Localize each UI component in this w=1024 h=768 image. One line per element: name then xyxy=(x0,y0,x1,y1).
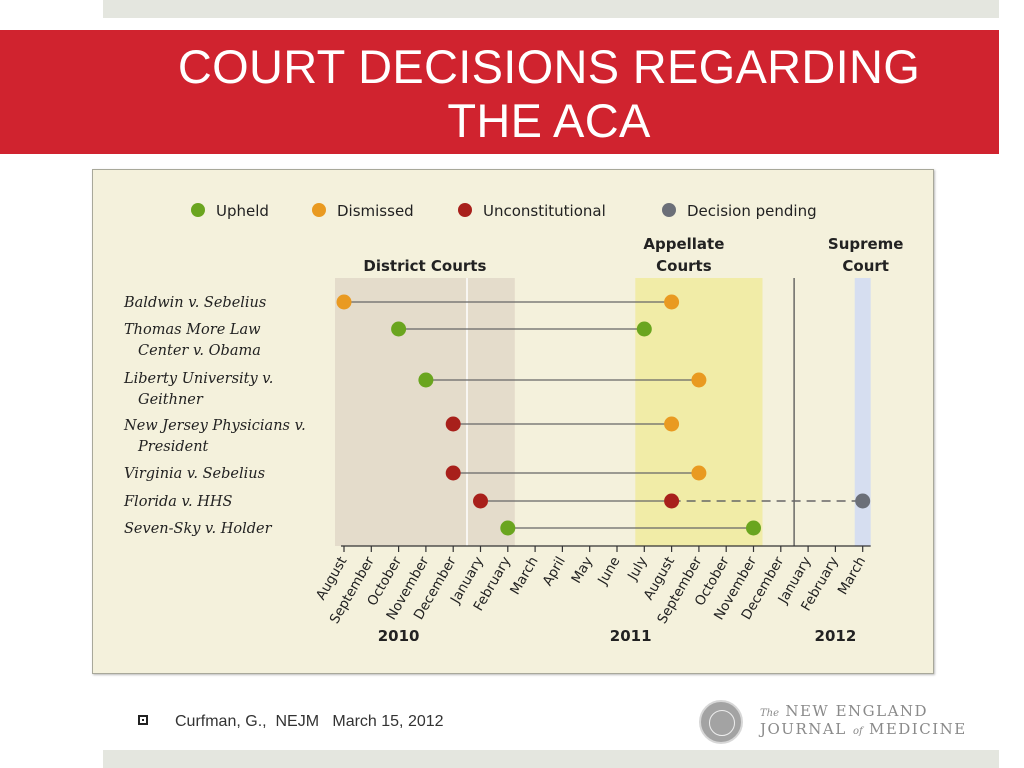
case-name-label: Center v. Obama xyxy=(138,343,261,359)
case-name-label: Thomas More Law xyxy=(124,322,261,338)
district-courts-band xyxy=(335,278,515,546)
nejm-logo-line-1: The NEW ENGLAND xyxy=(760,702,928,720)
legend-marker-unconstitutional xyxy=(458,203,472,217)
appellate-courts-band xyxy=(635,278,763,546)
court-section-label: Court xyxy=(842,257,889,275)
legend-label-pending: Decision pending xyxy=(687,202,817,220)
case-name-label: New Jersey Physicians v. xyxy=(123,418,306,434)
decision-marker-dismissed xyxy=(336,294,352,310)
nejm-logo-new-england: NEW ENGLAND xyxy=(785,702,929,720)
court-timeline-chart: District Courts Appellate Courts Supreme Cou… xyxy=(123,202,904,645)
decision-marker-upheld xyxy=(636,321,652,337)
decision-marker-upheld xyxy=(418,372,434,388)
slide-title: COURT DECISIONS REGARDING THE ACA xyxy=(104,40,994,148)
decision-marker-unconstitutional xyxy=(473,493,488,509)
decision-marker-unconstitutional xyxy=(664,493,680,509)
case-name-label: Florida v. HHS xyxy=(123,494,233,510)
chart-frame: District Courts Appellate Courts Supreme Cou… xyxy=(92,169,934,674)
nejm-seal-icon xyxy=(699,700,743,744)
legend-label-dismissed: Dismissed xyxy=(337,202,414,220)
month-tick-label: March xyxy=(507,554,541,598)
decision-marker-upheld xyxy=(746,520,761,536)
court-section-label: District Courts xyxy=(363,257,486,275)
slide-title-line-2: THE ACA xyxy=(447,94,651,147)
legend-marker-upheld xyxy=(191,203,205,217)
court-section-label: Supreme xyxy=(828,235,904,253)
nejm-logo-the: The xyxy=(760,708,780,719)
nejm-logo-journal: JOURNAL xyxy=(760,720,847,738)
year-label: 2011 xyxy=(610,627,652,645)
top-decor-strip xyxy=(103,0,999,18)
month-tick-label: June xyxy=(594,554,623,588)
supreme-court-band xyxy=(854,278,871,546)
year-label: 2010 xyxy=(378,627,420,645)
decision-marker-dismissed xyxy=(691,372,707,388)
title-banner xyxy=(0,30,999,154)
year-label: 2012 xyxy=(815,627,857,645)
month-tick-label: April xyxy=(540,554,569,589)
month-tick-label: March xyxy=(835,554,869,598)
decision-marker-upheld xyxy=(500,520,516,536)
case-name-label: Seven-Sky v. Holder xyxy=(124,521,273,537)
case-name-label: Baldwin v. Sebelius xyxy=(123,295,266,311)
nejm-logo-medicine: MEDICINE xyxy=(868,720,967,738)
case-name-label: President xyxy=(137,439,209,455)
case-name-label: Geithner xyxy=(138,392,204,408)
legend-label-upheld: Upheld xyxy=(216,202,269,220)
court-section-label: Courts xyxy=(656,257,712,275)
footer-bullet-icon xyxy=(138,715,148,725)
slide-title-line-1: COURT DECISIONS REGARDING xyxy=(177,40,921,93)
footer-citation: Curfman, G., NEJM March 15, 2012 xyxy=(175,713,444,730)
decision-marker-unconstitutional xyxy=(445,465,461,481)
decision-marker-dismissed xyxy=(664,294,680,310)
month-tick-label: May xyxy=(568,554,596,586)
decision-marker-dismissed xyxy=(691,465,707,481)
decision-marker-pending xyxy=(855,493,871,509)
legend-marker-dismissed xyxy=(312,203,326,217)
bottom-decor-strip xyxy=(103,750,999,768)
decision-marker-dismissed xyxy=(664,416,680,432)
decision-marker-upheld xyxy=(391,321,407,337)
case-name-label: Liberty University v. xyxy=(123,371,273,387)
decision-marker-unconstitutional xyxy=(445,416,461,432)
legend-marker-pending xyxy=(662,203,676,217)
nejm-logo-of: of xyxy=(852,726,863,737)
month-tick-label: July xyxy=(624,554,651,584)
legend-label-unconstitutional: Unconstitutional xyxy=(483,202,606,220)
nejm-logo-line-2: JOURNAL of MEDICINE xyxy=(760,720,967,738)
case-name-label: Virginia v. Sebelius xyxy=(124,466,265,482)
court-section-label: Appellate xyxy=(643,235,724,253)
